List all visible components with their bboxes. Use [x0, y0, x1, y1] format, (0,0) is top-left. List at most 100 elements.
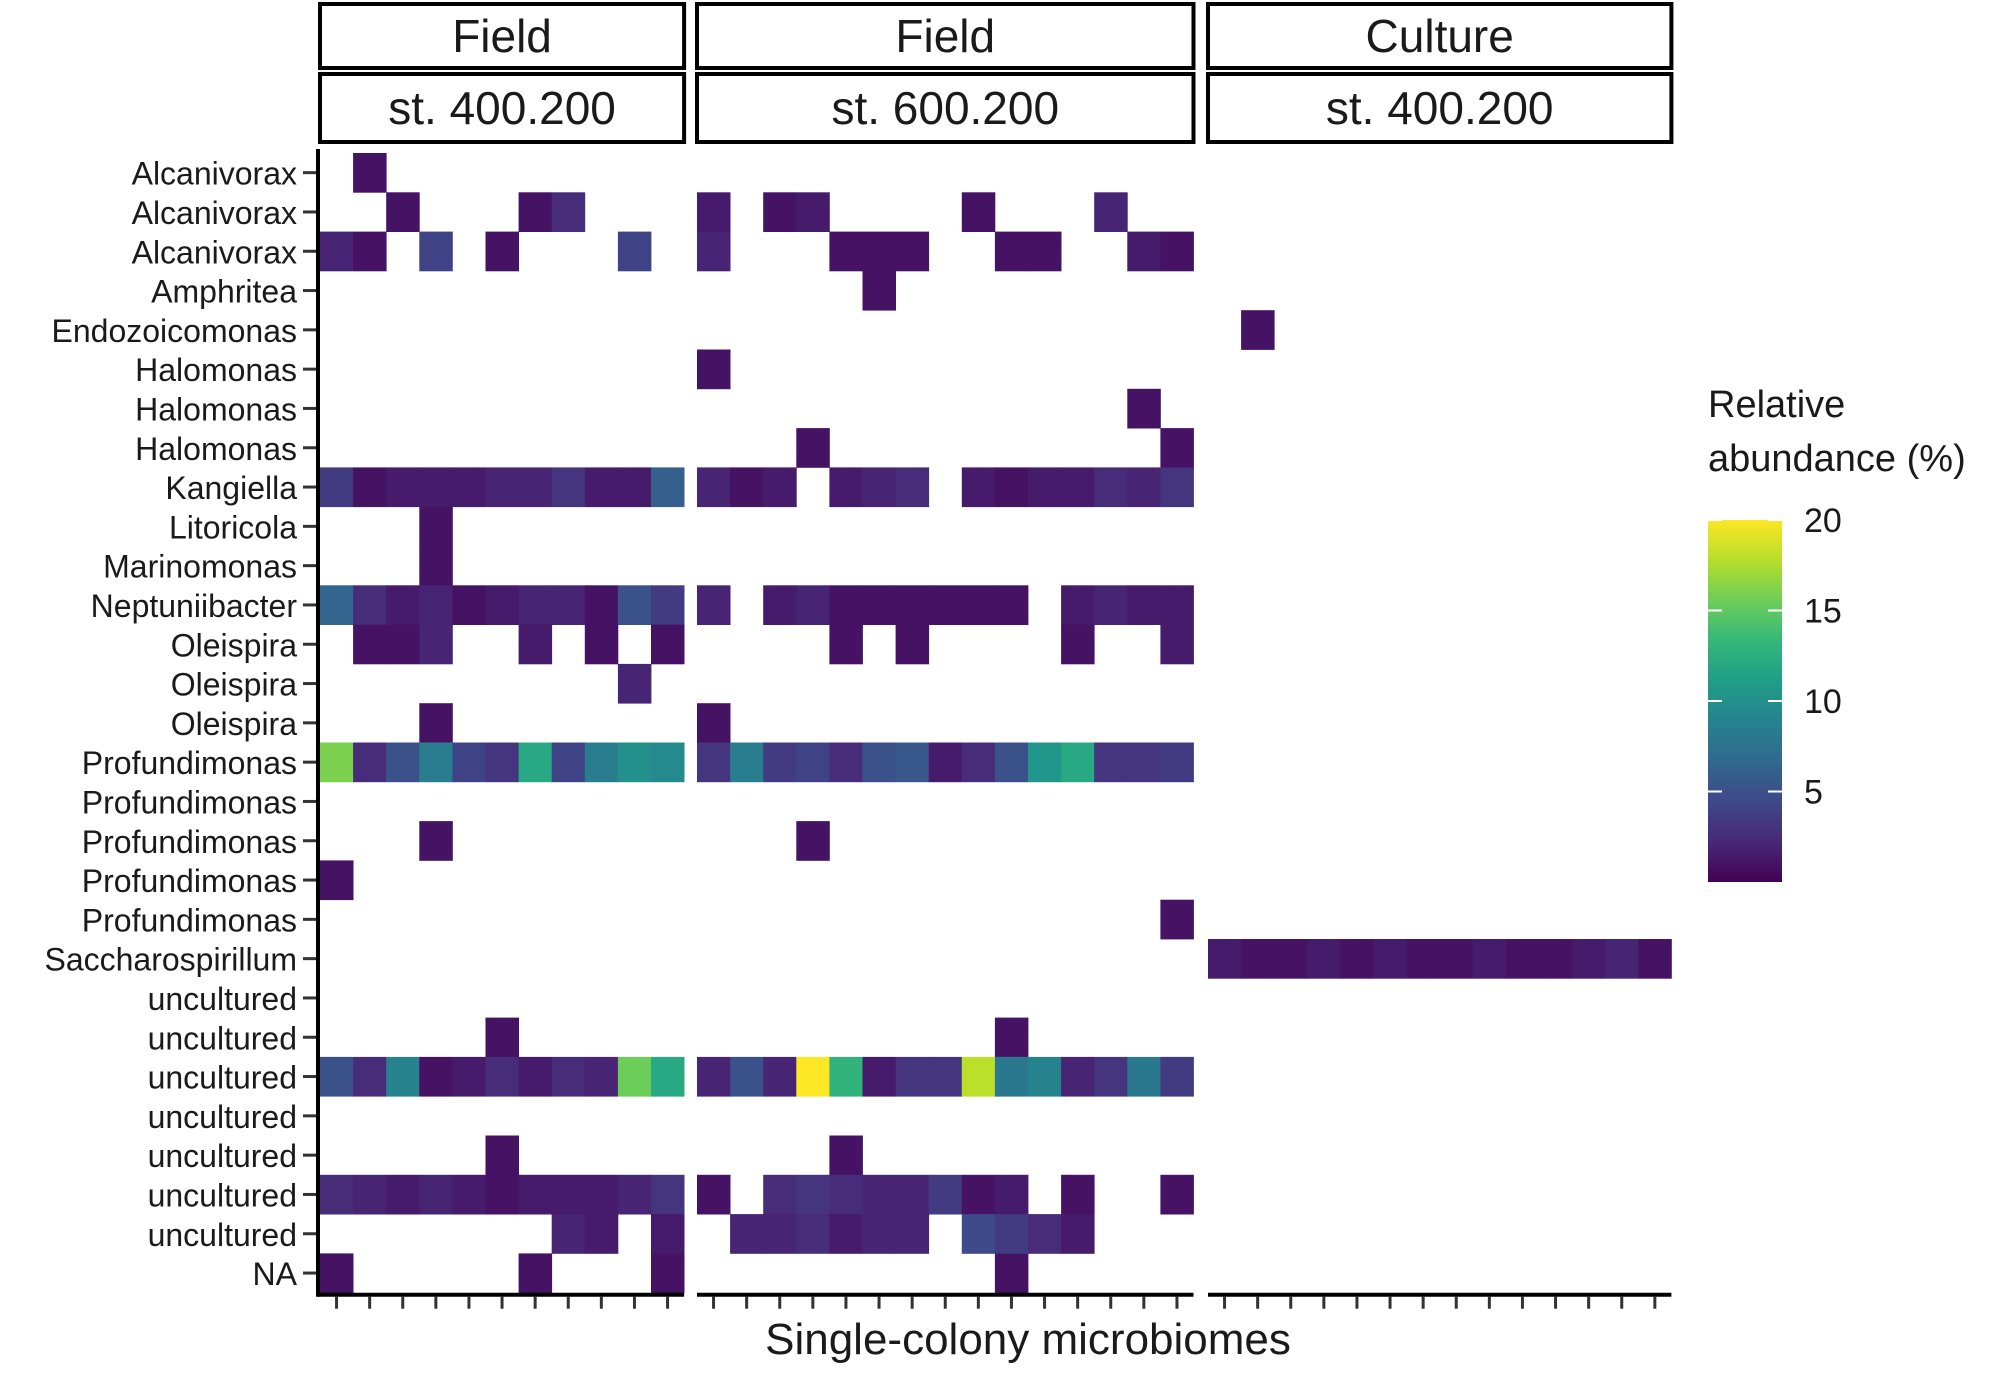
heatmap-cell: [1061, 467, 1095, 508]
heatmap-cell: [419, 467, 453, 508]
heatmap-cell: [518, 742, 553, 783]
heatmap-cell: [730, 1056, 764, 1097]
row-label: Saccharospirillum: [44, 942, 297, 978]
heatmap-cell: [928, 1056, 963, 1097]
row-label: Amphritea: [151, 274, 297, 310]
heatmap-cell: [928, 742, 963, 783]
heatmap-cell: [796, 742, 830, 783]
heatmap-cell: [1373, 939, 1407, 979]
row-label: Halomonas: [135, 391, 297, 427]
heatmap-cell: [320, 1253, 354, 1294]
heatmap-cell: [518, 1253, 553, 1294]
heatmap-cell: [697, 703, 731, 743]
heatmap-cell: [730, 467, 764, 508]
row-label: uncultured: [148, 1020, 297, 1056]
strip-top-box: [1206, 2, 1674, 70]
heatmap-cell: [829, 1174, 863, 1215]
heatmap-cell: [353, 231, 387, 272]
heatmap-cell: [961, 742, 996, 783]
heatmap-cell: [320, 1174, 354, 1215]
heatmap-cell: [419, 546, 453, 586]
heatmap-cell: [862, 270, 896, 311]
heatmap-cell: [419, 703, 453, 743]
heatmap-cell: [419, 231, 453, 272]
row-labels: AlcanivoraxAlcanivoraxAlcanivoraxAmphrit…: [44, 156, 297, 1292]
heatmap-cell: [862, 1214, 896, 1254]
heatmap-cell: [584, 1174, 619, 1215]
heatmap-cell: [353, 1056, 387, 1097]
heatmap-cell: [1340, 939, 1374, 979]
heatmap-cell: [1127, 1056, 1161, 1097]
heatmap-cell: [1127, 585, 1161, 625]
strip-top-label: Culture: [1366, 10, 1514, 62]
heatmap-cell: [617, 467, 652, 508]
heatmap-cell: [829, 1135, 863, 1176]
strip-top-box: [695, 2, 1196, 70]
heatmap-cell: [584, 467, 619, 508]
heatmap-cell: [584, 1214, 619, 1254]
heatmap-cell: [1307, 939, 1341, 979]
heatmap-cell: [1061, 585, 1095, 625]
heatmap-cell: [651, 624, 685, 665]
heatmap-cell: [353, 585, 387, 625]
heatmap-cell: [862, 742, 896, 783]
heatmap-cell: [796, 192, 830, 232]
heatmap-cell: [1406, 939, 1441, 979]
heatmap-cell: [419, 821, 453, 861]
heatmap-cell: [1505, 939, 1540, 979]
heatmap-cell: [895, 467, 930, 508]
heatmap-cell: [994, 231, 1029, 272]
heatmap-cell: [994, 742, 1029, 783]
heatmap-cell: [320, 231, 354, 272]
row-label: Profundimonas: [82, 784, 297, 820]
heatmap-cell: [862, 1174, 896, 1215]
heatmap-cell: [320, 467, 354, 508]
row-label: uncultured: [148, 1138, 297, 1174]
heatmap-cell: [617, 585, 652, 625]
heatmap-cell: [730, 742, 764, 783]
heatmap-cell: [895, 585, 930, 625]
heatmap-cell: [551, 1174, 586, 1215]
heatmap-cell: [551, 1056, 586, 1097]
heatmap-cell: [386, 1174, 420, 1215]
heatmap-cell: [1127, 742, 1161, 783]
heatmap-cell: [862, 585, 896, 625]
row-label: Oleispira: [171, 706, 297, 742]
heatmap-cell: [518, 1056, 553, 1097]
heatmap-cell: [1061, 1214, 1095, 1254]
legend-tick-label: 10: [1804, 683, 1842, 721]
heatmap-cell: [796, 428, 830, 468]
heatmap-cell: [763, 467, 797, 508]
heatmap-cell: [697, 192, 731, 232]
heatmap-cell: [1160, 742, 1194, 783]
heatmap-cell: [1241, 939, 1275, 979]
row-label: Alcanivorax: [132, 156, 297, 192]
heatmap-cell: [1127, 467, 1161, 508]
heatmap-cell: [419, 1174, 453, 1215]
heatmap-cell: [1028, 231, 1062, 272]
heatmap-cell: [1061, 1174, 1095, 1215]
heatmap-cell: [763, 585, 797, 625]
legend-tick-label: 15: [1804, 593, 1842, 631]
heatmap-cell: [584, 585, 619, 625]
heatmap-cell: [1127, 388, 1161, 429]
heatmap-cell: [651, 585, 685, 625]
heatmap-cell: [353, 624, 387, 665]
heatmap-cell: [1094, 1056, 1128, 1097]
heatmap-cell: [697, 585, 731, 625]
heatmap-cell: [1160, 624, 1194, 665]
heatmap-cell: [829, 1056, 863, 1097]
row-label: uncultured: [148, 981, 297, 1017]
heatmap-cell: [829, 624, 863, 665]
heatmap-cell: [1605, 939, 1639, 979]
heatmap-cell: [796, 821, 830, 861]
heatmap-cell: [518, 585, 553, 625]
heatmap-cell: [1208, 939, 1242, 979]
heatmap-cell: [584, 624, 619, 665]
heatmap-cell: [485, 1135, 519, 1176]
row-label: NA: [253, 1256, 298, 1292]
heatmap-cell: [452, 1056, 486, 1097]
heatmap-cell: [1094, 742, 1128, 783]
heatmap-cell: [895, 1174, 930, 1215]
heatmap-cell: [452, 1174, 486, 1215]
